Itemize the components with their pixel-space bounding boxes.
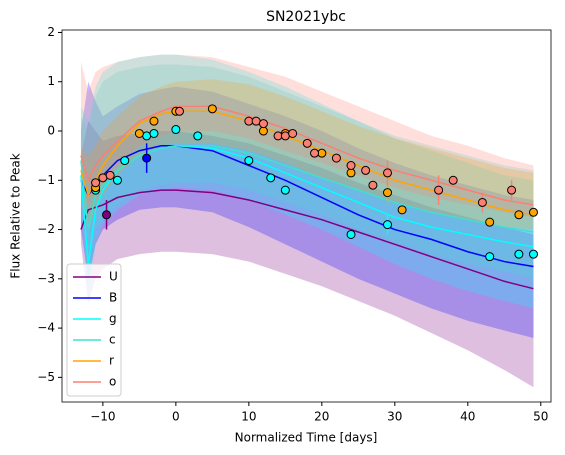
data-point — [383, 168, 393, 178]
data-point — [207, 104, 217, 114]
y-axis-label: Flux Relative to Peak — [9, 153, 23, 278]
legend-label: B — [109, 291, 117, 305]
data-point — [448, 175, 458, 185]
model-line — [80, 145, 534, 233]
uncertainty-band — [80, 79, 534, 230]
data-point — [280, 185, 290, 195]
legend-box — [66, 263, 122, 397]
y-tick-label: −3 — [37, 271, 55, 285]
data-point — [434, 185, 444, 195]
legend-label: g — [109, 312, 117, 326]
x-tick-label: 10 — [241, 410, 256, 424]
data-point — [98, 173, 108, 183]
data-point — [149, 116, 159, 126]
data-point — [280, 131, 290, 141]
x-tick-label: 0 — [172, 410, 180, 424]
data-point — [507, 185, 517, 195]
y-tick-label: 2 — [47, 25, 55, 39]
legend-label: c — [109, 333, 116, 347]
legend-label: r — [109, 354, 114, 368]
x-tick-label: 20 — [314, 410, 329, 424]
chart-title: SN2021ybc — [266, 9, 346, 25]
data-point — [514, 249, 524, 259]
data-point — [368, 180, 378, 190]
data-point — [528, 207, 538, 217]
plot — [80, 54, 538, 388]
data-point — [485, 252, 495, 262]
data-point — [383, 220, 393, 230]
data-point — [331, 153, 341, 163]
y-tick-label: 0 — [47, 124, 55, 138]
data-point — [514, 210, 524, 220]
y-tick-label: 1 — [47, 74, 55, 88]
y-tick-label: −4 — [37, 321, 55, 335]
data-point — [244, 156, 254, 166]
model-line — [80, 105, 534, 206]
data-point — [310, 148, 320, 158]
data-point — [361, 165, 371, 175]
data-point — [397, 205, 407, 215]
x-tick-label: 50 — [533, 410, 548, 424]
uncertainty-band — [80, 121, 534, 388]
y-tick-label: −2 — [37, 222, 55, 236]
model-line — [80, 189, 534, 290]
data-point — [134, 128, 144, 138]
data-point — [102, 210, 112, 220]
data-point — [175, 106, 185, 116]
x-tick-label: 40 — [460, 410, 475, 424]
x-axis-label: Normalized Time [days] — [235, 431, 378, 445]
data-point — [120, 156, 130, 166]
data-point — [346, 229, 356, 239]
data-point — [193, 131, 203, 141]
data-point — [485, 217, 495, 227]
data-point — [251, 116, 261, 126]
data-point — [258, 126, 268, 136]
data-point — [477, 197, 487, 207]
data-point — [258, 119, 268, 129]
x-tick-label: −10 — [90, 410, 115, 424]
uncertainty-band — [80, 64, 534, 279]
data-point — [346, 168, 356, 178]
data-point — [302, 138, 312, 148]
data-point — [288, 128, 298, 138]
data-point — [383, 188, 393, 198]
model-line — [80, 145, 534, 265]
data-point — [171, 125, 181, 135]
legend-label: U — [109, 270, 118, 284]
data-point — [142, 153, 152, 163]
data-point — [112, 175, 122, 185]
data-point — [142, 131, 152, 141]
x-tick-label: 30 — [387, 410, 402, 424]
data-point — [266, 173, 276, 183]
y-tick-label: −5 — [37, 370, 55, 384]
data-point — [346, 160, 356, 170]
data-point — [149, 128, 159, 138]
legend-label: o — [109, 375, 116, 389]
y-tick-label: −1 — [37, 173, 55, 187]
data-point — [105, 170, 115, 180]
data-point — [91, 178, 101, 188]
data-point — [528, 249, 538, 259]
axes-frame — [61, 29, 552, 403]
